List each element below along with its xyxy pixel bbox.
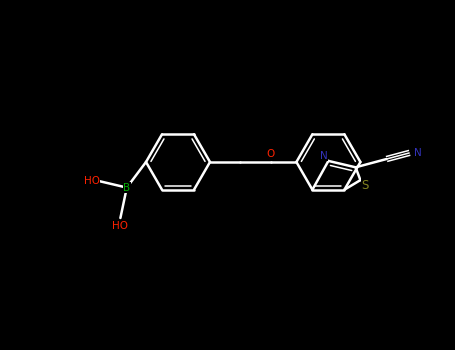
Text: HO: HO	[112, 221, 128, 231]
Text: N: N	[319, 151, 327, 161]
Text: N: N	[414, 148, 422, 158]
Text: B: B	[123, 183, 131, 193]
Text: O: O	[267, 149, 275, 159]
Text: HO: HO	[84, 176, 100, 186]
Text: S: S	[362, 178, 369, 191]
